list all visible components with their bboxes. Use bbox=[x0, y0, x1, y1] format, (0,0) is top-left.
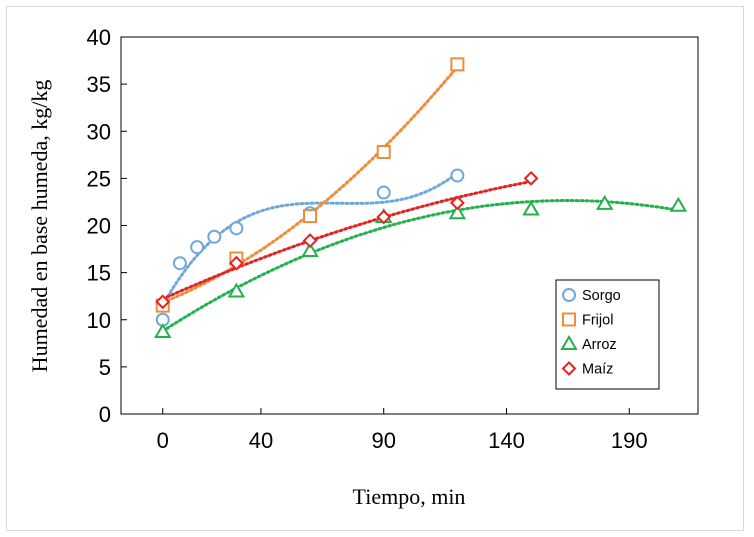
point-frijol bbox=[450, 57, 465, 72]
point-sorgo bbox=[376, 185, 391, 200]
legend-marker-maz bbox=[561, 361, 577, 376]
chart-frame bbox=[6, 6, 744, 531]
x-tick-label: 190 bbox=[611, 428, 648, 453]
legend-label-sorgo: Sorgo bbox=[582, 288, 621, 304]
point-maz bbox=[155, 294, 171, 310]
y-tick-label: 20 bbox=[87, 214, 111, 239]
x-tick-label: 40 bbox=[249, 428, 273, 453]
point-frijol bbox=[303, 209, 318, 224]
legend-marker-sorgo bbox=[562, 288, 576, 302]
y-tick-label: 0 bbox=[99, 402, 111, 427]
x-tick-label: 90 bbox=[371, 428, 395, 453]
point-arroz bbox=[595, 194, 614, 210]
y-tick-label: 35 bbox=[87, 72, 111, 97]
legend-item-sorgo: Sorgo bbox=[562, 288, 621, 304]
trendline-arroz bbox=[161, 198, 680, 333]
x-tick-label: 140 bbox=[488, 428, 525, 453]
point-arroz bbox=[227, 282, 246, 298]
legend-marker-arroz bbox=[560, 335, 578, 350]
x-axis-label: Tiempo, min bbox=[353, 484, 466, 509]
y-tick-label: 15 bbox=[87, 261, 111, 286]
point-arroz bbox=[301, 241, 319, 257]
point-sorgo bbox=[229, 221, 244, 236]
point-sorgo bbox=[207, 229, 222, 244]
legend-label-maz: Maíz bbox=[582, 362, 613, 378]
axes: 0 5 10 15 20 25 30 35 40 0 40 90 140 190 bbox=[87, 25, 699, 453]
point-sorgo bbox=[190, 240, 205, 255]
y-axis-label: Humedad en base humeda, kg/kg bbox=[27, 80, 52, 373]
legend-item-frijol: Frijol bbox=[562, 312, 613, 329]
point-arroz bbox=[448, 204, 467, 220]
point-arroz bbox=[522, 200, 540, 216]
y-tick-label: 10 bbox=[87, 308, 111, 333]
point-maz bbox=[376, 209, 392, 225]
point-sorgo bbox=[172, 256, 187, 271]
trendline-frijol bbox=[161, 65, 459, 304]
legend-item-maz: Maíz bbox=[561, 361, 613, 378]
legend-label-arroz: Arroz bbox=[582, 337, 617, 353]
x-tick-label: 0 bbox=[157, 428, 169, 453]
legend: Sorgo Frijol Arroz Maíz bbox=[555, 279, 660, 390]
point-sorgo bbox=[450, 168, 465, 183]
point-arroz bbox=[669, 196, 688, 212]
legend-item-arroz: Arroz bbox=[560, 335, 617, 353]
y-tick-label: 5 bbox=[99, 355, 111, 380]
point-frijol bbox=[376, 144, 391, 159]
y-tick-label: 25 bbox=[87, 166, 111, 191]
point-maz bbox=[228, 255, 244, 271]
point-maz bbox=[302, 233, 318, 248]
point-arroz bbox=[153, 323, 172, 339]
point-maz bbox=[523, 170, 539, 186]
legend-label-frijol: Frijol bbox=[582, 313, 613, 329]
y-tick-label: 40 bbox=[87, 25, 111, 50]
data-points bbox=[153, 57, 688, 339]
y-tick-label: 30 bbox=[87, 119, 111, 144]
trendline-maz bbox=[161, 180, 533, 301]
point-maz bbox=[449, 195, 465, 211]
legend-marker-frijol bbox=[562, 312, 576, 327]
